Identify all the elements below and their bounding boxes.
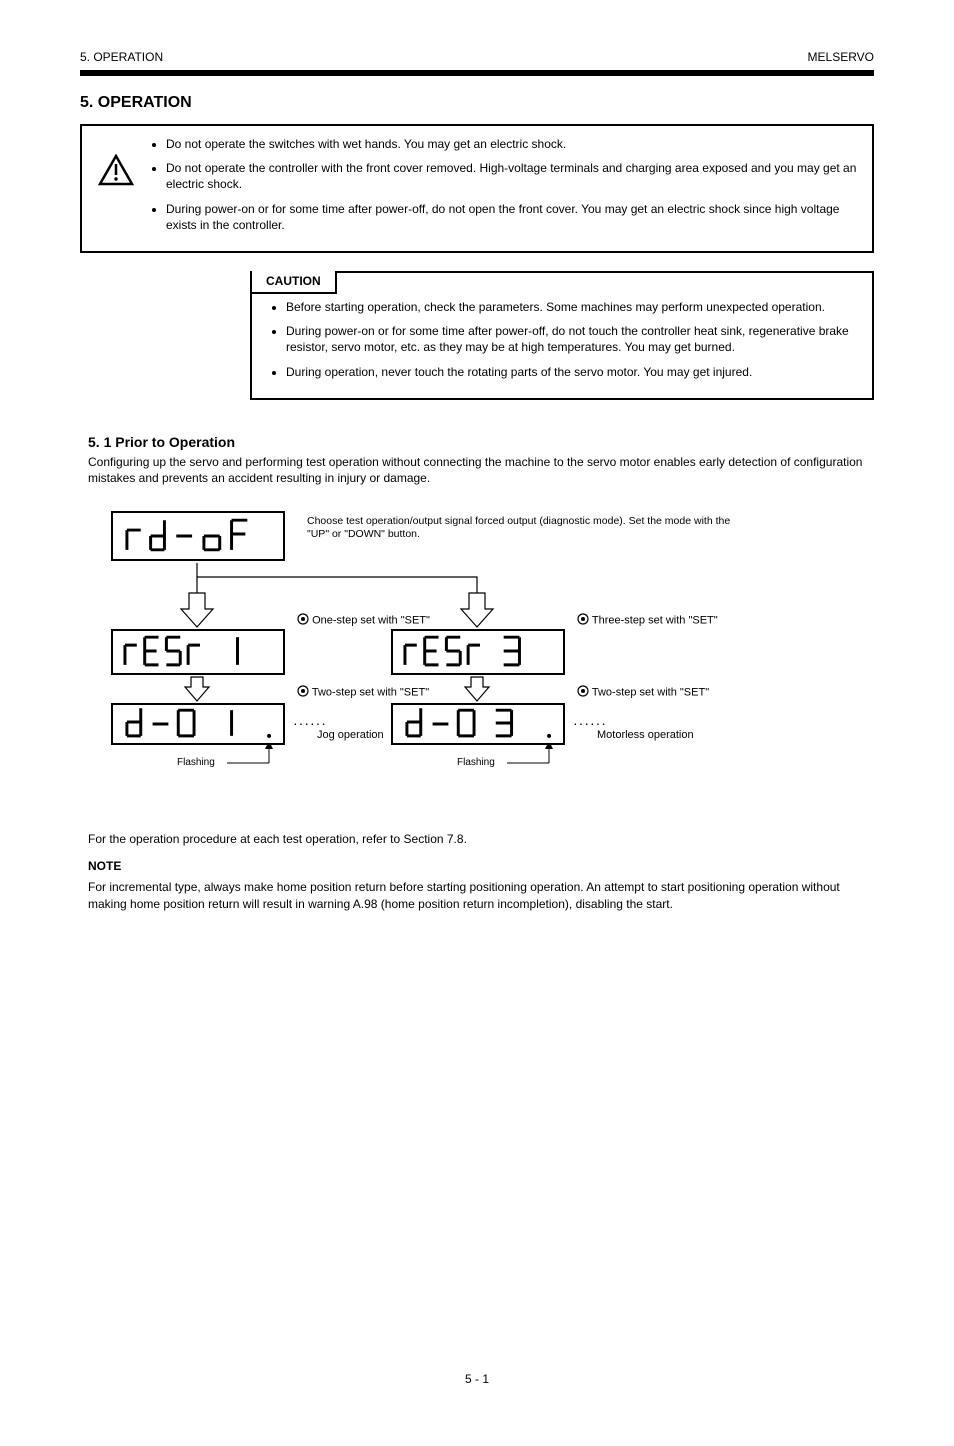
set-marker-icon (297, 685, 309, 700)
caution-item: Before starting operation, check the par… (286, 299, 856, 315)
subsection-title: 5. 1 Prior to Operation (88, 434, 874, 450)
caution-item: During power-on or for some time after p… (286, 323, 856, 355)
step-text: Two-step set with "SET" (592, 687, 709, 699)
right-step-2: Two-step set with "SET" (577, 685, 709, 700)
seven-seg-icon (401, 633, 555, 671)
lcd-d03 (391, 703, 565, 745)
caution-box: CAUTION Before starting operation, check… (250, 271, 874, 400)
note-text: For incremental type, always make home p… (88, 879, 874, 913)
warning-item: Do not operate the controller with the f… (166, 160, 858, 192)
intro-text: Configuring up the servo and performing … (88, 454, 874, 488)
note-head: NOTE (88, 859, 121, 873)
header-rule (80, 70, 874, 76)
warning-list: Do not operate the switches with wet han… (148, 134, 858, 241)
right-label: Motorless operation (597, 729, 694, 741)
warning-item: Do not operate the switches with wet han… (166, 136, 858, 152)
flash-note-left: Flashing (177, 757, 215, 768)
seven-seg-icon (121, 516, 275, 556)
left-label: Jog operation (317, 729, 384, 741)
flash-note-right: Flashing (457, 757, 495, 768)
page-number: 5 - 1 (80, 1372, 874, 1386)
flow-diagram: Choose test operation/output signal forc… (97, 505, 857, 825)
caution-label: CAUTION (250, 271, 337, 294)
left-step-1: One-step set with "SET" (297, 613, 430, 628)
top-note: Choose test operation/output signal forc… (307, 515, 737, 540)
step-text: Three-step set with "SET" (592, 615, 718, 627)
section-label: 5. OPERATION (80, 50, 163, 64)
set-marker-icon (297, 613, 309, 628)
lcd-resr1 (111, 629, 285, 675)
left-step-2: Two-step set with "SET" (297, 685, 429, 700)
lcd-d01 (111, 703, 285, 745)
page-header: 5. OPERATION MELSERVO (80, 50, 874, 64)
doc-title: MELSERVO (808, 50, 874, 64)
lcd-resr3 (391, 629, 565, 675)
set-marker-icon (577, 613, 589, 628)
caution-item: During operation, never touch the rotati… (286, 364, 856, 380)
warning-icon (98, 154, 134, 189)
set-marker-icon (577, 685, 589, 700)
footnote: For the operation procedure at each test… (88, 831, 874, 848)
step-text: One-step set with "SET" (312, 615, 430, 627)
warning-box: Do not operate the switches with wet han… (80, 124, 874, 253)
seven-seg-icon (121, 633, 275, 671)
seven-seg-icon (401, 706, 555, 742)
right-step-1: Three-step set with "SET" (577, 613, 718, 628)
seven-seg-icon (121, 706, 275, 742)
warning-item: During power-on or for some time after p… (166, 201, 858, 233)
step-text: Two-step set with "SET" (312, 687, 429, 699)
lcd-rd-of (111, 511, 285, 561)
page-title: 5. OPERATION (80, 94, 874, 112)
